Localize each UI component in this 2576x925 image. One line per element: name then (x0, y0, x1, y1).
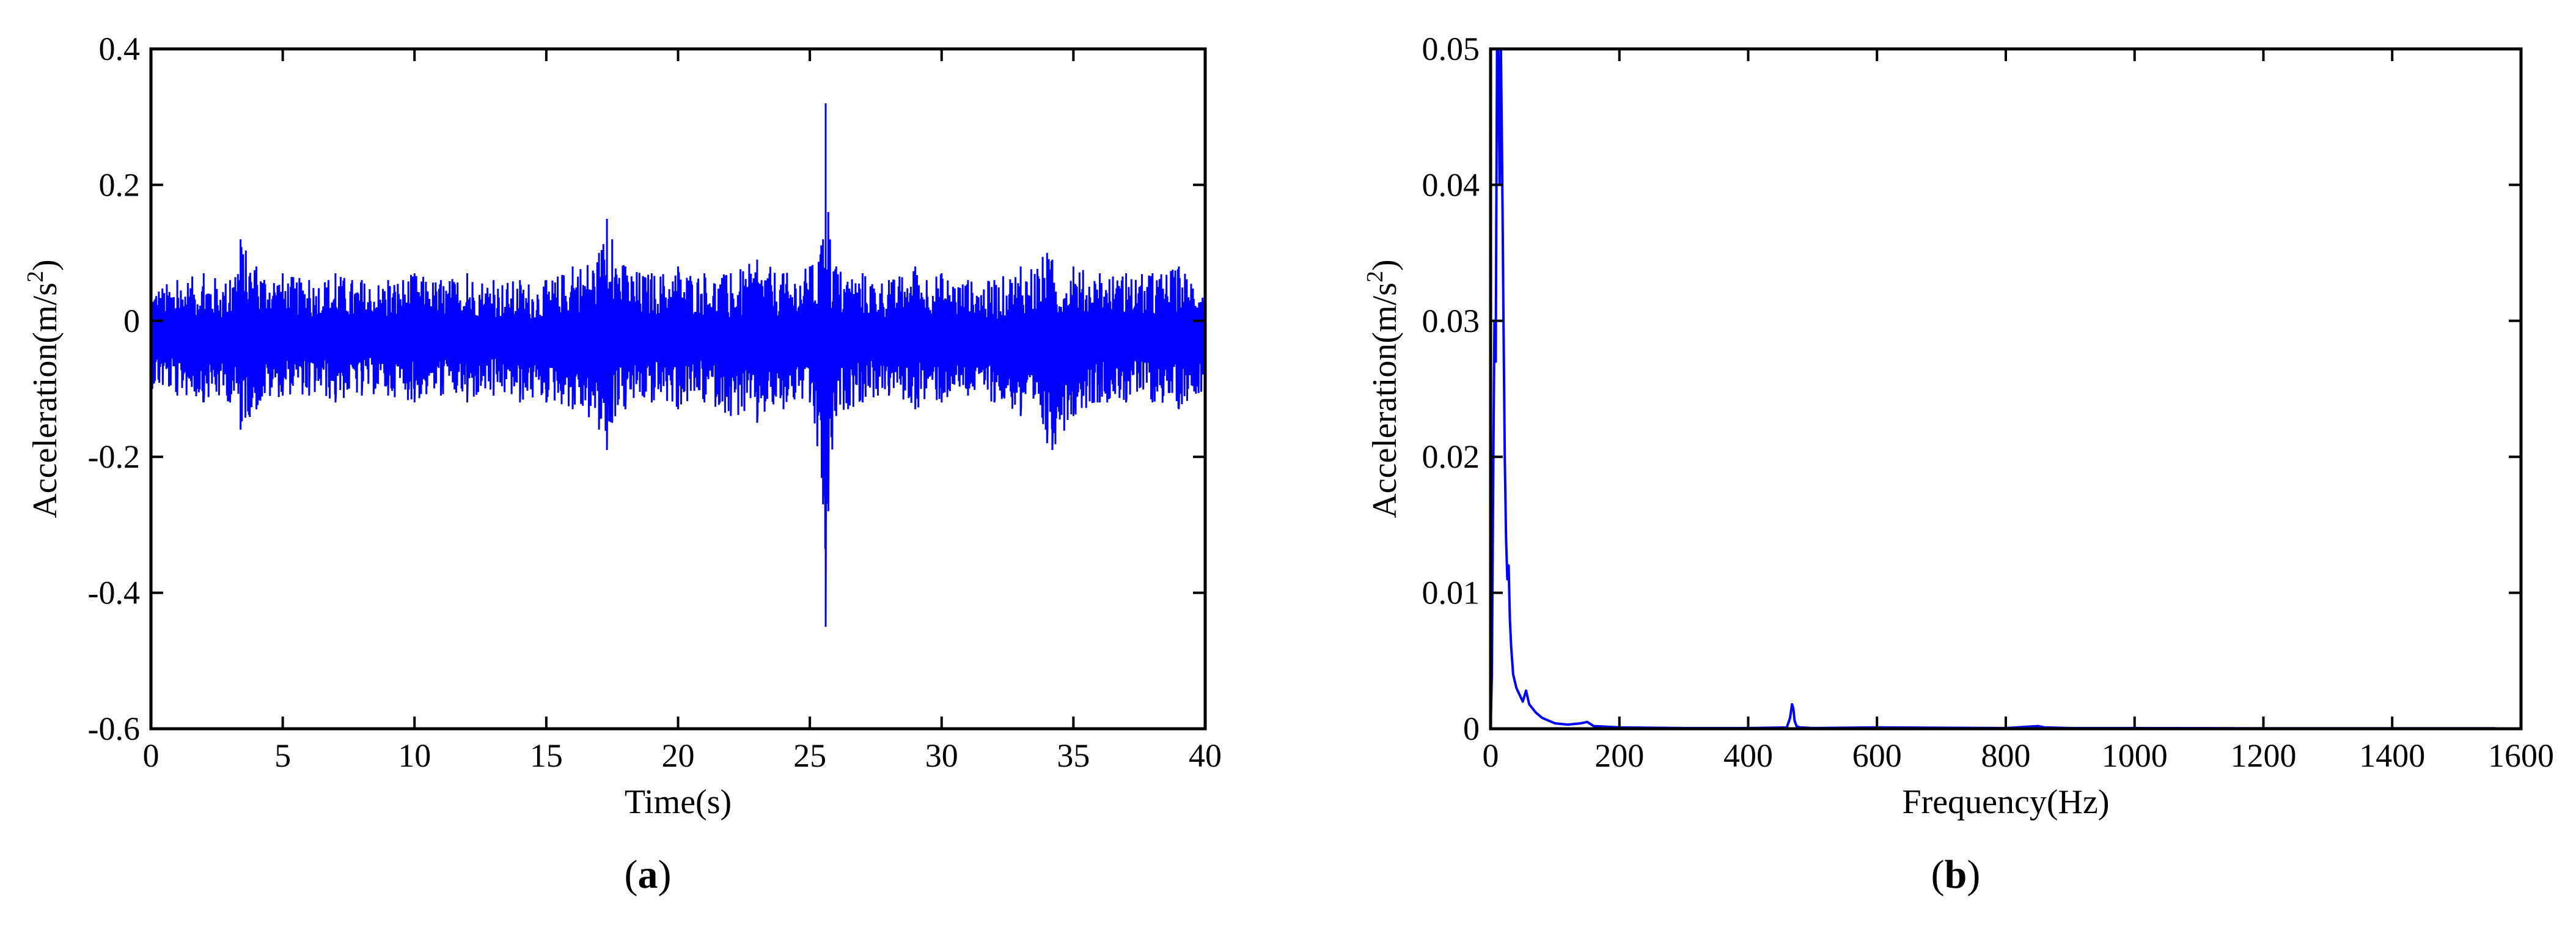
x-axis-label-b: Frequency(Hz) (1903, 783, 2110, 821)
x-tick-label-a: 10 (398, 737, 431, 774)
y-tick-label-a: 0 (123, 303, 140, 339)
x-tick-label-a: 30 (925, 737, 958, 774)
x-tick-label-a: 25 (793, 737, 826, 774)
y-tick-label-b: 0.04 (1422, 166, 1480, 203)
x-tick-label-a: 5 (274, 737, 291, 774)
x-tick-label-b: 1000 (2102, 737, 2168, 774)
y-tick-label-b: 0.03 (1422, 303, 1480, 339)
x-tick-label-b: 400 (1723, 737, 1773, 774)
x-tick-label-b: 0 (1483, 737, 1499, 774)
chart-panel-b: 0 200 400 600 800 1000 1200 1400 1600 0 0.01 0.02 0.… (1362, 31, 2554, 897)
panel-caption-b: (b) (1931, 852, 1981, 897)
x-axis-label-a: Time(s) (625, 783, 732, 821)
plot-area-b (1491, 49, 2495, 729)
chart-panel-a: 0 5 10 15 20 25 30 35 40 -0.6 -0.4 -0.2 0 0.2 0.4 Time(… (23, 31, 1222, 897)
y-tick-label-a: -0.2 (88, 438, 140, 475)
plot-area-a (151, 103, 1205, 627)
series-line-b-0 (1491, 49, 2495, 729)
x-tick-label-b: 1400 (2359, 737, 2425, 774)
y-tick-label-a: 0.2 (99, 166, 141, 203)
x-tick-label-a: 15 (530, 737, 563, 774)
y-tick-label-b: 0.01 (1422, 575, 1480, 611)
x-tick-label-b: 800 (1981, 737, 2031, 774)
y-tick-label-b: 0.05 (1422, 31, 1480, 67)
x-tick-label-a: 35 (1057, 737, 1090, 774)
y-tick-label-a: -0.6 (88, 710, 140, 747)
series-line-a-0 (151, 103, 1205, 627)
y-tick-label-b: 0 (1463, 710, 1480, 747)
y-tick-label-a: -0.4 (88, 575, 140, 611)
x-tick-label-b: 1200 (2231, 737, 2297, 774)
y-axis-label-b: Acceleration(m/s2) (1362, 259, 1404, 518)
y-tick-label-b: 0.02 (1422, 438, 1480, 475)
y-axis-label-a: Acceleration(m/s2) (23, 259, 64, 518)
x-tick-label-a: 0 (143, 737, 160, 774)
x-tick-label-a: 40 (1189, 737, 1222, 774)
axes-frame-b (1489, 47, 2523, 731)
y-tick-label-a: 0.4 (99, 31, 141, 67)
x-tick-label-b: 600 (1852, 737, 1902, 774)
x-tick-label-b: 1600 (2488, 737, 2554, 774)
x-tick-label-a: 20 (662, 737, 695, 774)
x-tick-label-b: 200 (1594, 737, 1644, 774)
panel-caption-a: (a) (625, 852, 672, 897)
